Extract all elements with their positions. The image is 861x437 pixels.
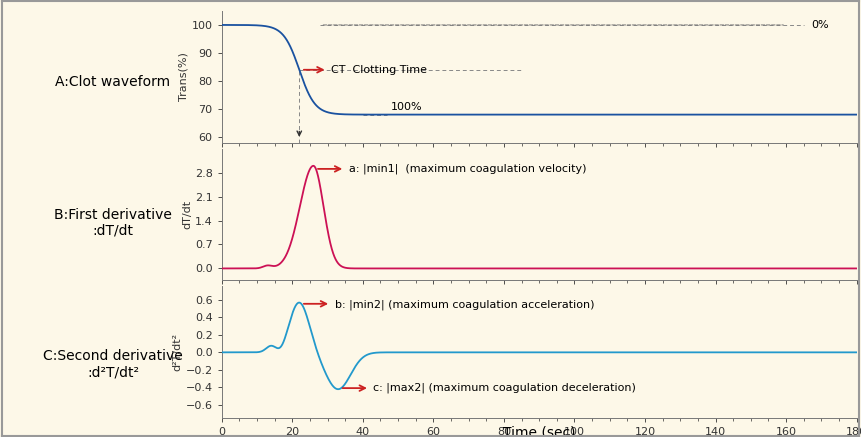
Text: c: |max2| (maximum coagulation deceleration): c: |max2| (maximum coagulation decelerat… (374, 383, 636, 393)
Text: B:First derivative
:dT/dt: B:First derivative :dT/dt (54, 208, 172, 238)
Y-axis label: dT/dt: dT/dt (182, 200, 192, 229)
Text: a: |min1|  (maximum coagulation velocity): a: |min1| (maximum coagulation velocity) (349, 163, 586, 174)
Text: C:Second derivative
:d²T/dt²: C:Second derivative :d²T/dt² (43, 349, 183, 379)
Text: CT  Clotting Time: CT Clotting Time (331, 65, 427, 75)
Text: 100%: 100% (391, 102, 423, 112)
Text: Time (sec): Time (sec) (503, 426, 575, 437)
Text: 0%: 0% (811, 20, 828, 30)
Y-axis label: d²T/dt²: d²T/dt² (173, 333, 183, 371)
Text: b: |min2| (maximum coagulation acceleration): b: |min2| (maximum coagulation accelerat… (335, 299, 594, 309)
Text: A:Clot waveform: A:Clot waveform (55, 75, 170, 89)
Y-axis label: Trans(%): Trans(%) (179, 52, 189, 101)
